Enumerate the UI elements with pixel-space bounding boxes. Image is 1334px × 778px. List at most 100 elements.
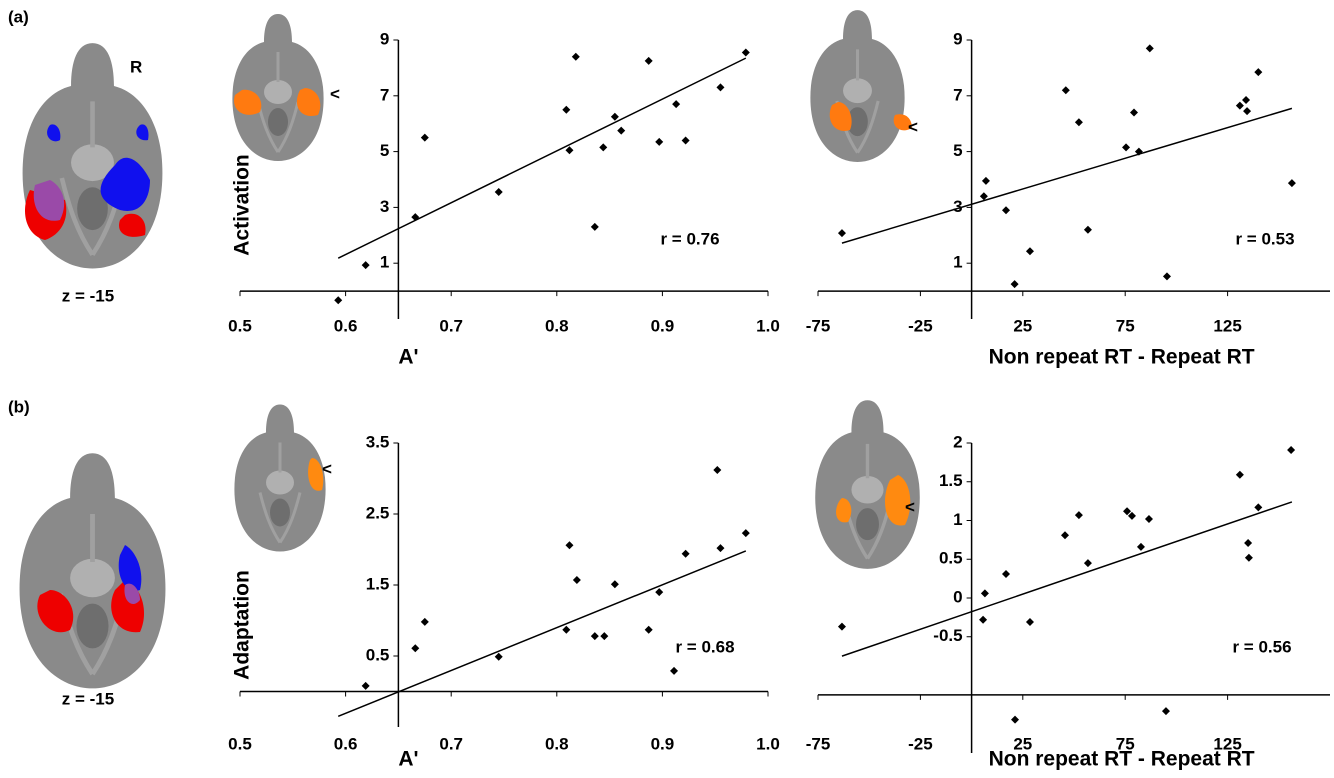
data-point bbox=[572, 576, 581, 585]
data-point bbox=[1242, 95, 1251, 104]
data-point bbox=[599, 143, 608, 152]
data-point bbox=[741, 529, 750, 538]
data-point bbox=[334, 296, 343, 305]
x-tick-label: 0.7 bbox=[439, 734, 463, 753]
data-point bbox=[672, 100, 681, 109]
data-point bbox=[1235, 101, 1244, 110]
data-point bbox=[361, 261, 370, 270]
data-point bbox=[1136, 542, 1145, 551]
data-point bbox=[494, 188, 503, 197]
data-point bbox=[1123, 507, 1132, 516]
data-point bbox=[713, 465, 722, 474]
annotation: r = 0.76 bbox=[660, 229, 719, 248]
x-tick-label: 25 bbox=[1013, 734, 1032, 753]
x-tick-label: 0.6 bbox=[334, 734, 358, 753]
panel-label: (b) bbox=[8, 397, 30, 416]
y-tick-label: 0.5 bbox=[939, 549, 963, 568]
data-point bbox=[565, 541, 574, 550]
data-point bbox=[981, 176, 990, 185]
y-tick-label: 1 bbox=[953, 253, 962, 272]
data-point bbox=[1011, 715, 1020, 724]
data-point bbox=[1130, 108, 1139, 117]
data-point bbox=[361, 681, 370, 690]
marker-caret: < bbox=[908, 117, 918, 136]
x-tick-label: 0.7 bbox=[439, 316, 463, 335]
annotation: r = 0.53 bbox=[1235, 229, 1294, 248]
data-point bbox=[1074, 511, 1083, 520]
data-point bbox=[1244, 553, 1253, 562]
data-point bbox=[590, 632, 599, 641]
data-point bbox=[1162, 272, 1171, 281]
y-tick-label: 1.5 bbox=[939, 471, 963, 490]
x-tick-label: 75 bbox=[1116, 316, 1135, 335]
data-point bbox=[1161, 707, 1170, 716]
y-tick-label: 2 bbox=[953, 432, 962, 451]
y-tick-label: 9 bbox=[380, 29, 389, 48]
x-tick-label: 25 bbox=[1013, 316, 1032, 335]
y-tick-label: -0.5 bbox=[933, 626, 962, 645]
x-tick-label: -75 bbox=[806, 316, 831, 335]
x-tick-label: -25 bbox=[908, 734, 933, 753]
slice-label: z = -15 bbox=[62, 689, 114, 708]
data-point bbox=[617, 126, 626, 135]
y-axis-title: Activation bbox=[231, 154, 254, 256]
x-tick-label: -75 bbox=[806, 734, 831, 753]
x-tick-label: 1.0 bbox=[756, 734, 780, 753]
marker-caret: < bbox=[322, 459, 332, 478]
fit-line bbox=[337, 550, 747, 718]
data-point bbox=[1122, 143, 1131, 152]
y-tick-label: 3 bbox=[380, 197, 389, 216]
fit-line bbox=[841, 501, 1293, 657]
x-tick-label: -25 bbox=[908, 316, 933, 335]
x-tick-label: 0.5 bbox=[228, 734, 252, 753]
y-tick-label: 2.5 bbox=[366, 503, 390, 522]
data-point bbox=[600, 632, 609, 641]
data-point bbox=[681, 549, 690, 558]
data-point bbox=[741, 48, 750, 57]
y-tick-label: 9 bbox=[953, 29, 962, 48]
side-label: R bbox=[130, 57, 142, 76]
y-tick-label: 0 bbox=[953, 587, 962, 606]
x-tick-label: 0.6 bbox=[334, 316, 358, 335]
data-point bbox=[420, 133, 429, 142]
marker-caret: < bbox=[905, 497, 915, 516]
data-point bbox=[1287, 445, 1296, 454]
y-axis-title: Adaptation bbox=[231, 570, 254, 680]
data-point bbox=[1244, 538, 1253, 547]
x-axis-title: Non repeat RT - Repeat RT bbox=[989, 346, 1255, 369]
data-point bbox=[565, 146, 574, 155]
data-point bbox=[1287, 179, 1296, 188]
x-tick-label: 0.9 bbox=[651, 316, 675, 335]
x-axis-title: Non repeat RT - Repeat RT bbox=[989, 748, 1255, 771]
data-point bbox=[644, 56, 653, 65]
y-tick-label: 5 bbox=[953, 141, 962, 160]
data-point bbox=[562, 105, 571, 114]
x-tick-label: 0.9 bbox=[651, 734, 675, 753]
y-tick-label: 5 bbox=[380, 141, 389, 160]
data-point bbox=[1134, 147, 1143, 156]
brain-slice bbox=[20, 453, 166, 688]
x-axis-title: A' bbox=[398, 748, 418, 771]
y-tick-label: 1 bbox=[380, 253, 389, 272]
data-point bbox=[1127, 511, 1136, 520]
data-point bbox=[411, 644, 420, 653]
data-point bbox=[837, 622, 846, 631]
data-point bbox=[1061, 86, 1070, 95]
data-point bbox=[837, 229, 846, 238]
data-point bbox=[1002, 206, 1011, 215]
data-point bbox=[979, 615, 988, 624]
data-point bbox=[1074, 118, 1083, 127]
data-point bbox=[1083, 225, 1092, 234]
data-point bbox=[1254, 68, 1263, 77]
x-tick-label: 125 bbox=[1213, 734, 1241, 753]
slice-label: z = -15 bbox=[62, 286, 114, 305]
data-point bbox=[1254, 503, 1263, 512]
fit-line bbox=[337, 57, 747, 259]
data-point bbox=[716, 83, 725, 92]
x-axis-title: A' bbox=[398, 346, 418, 369]
x-tick-label: 75 bbox=[1116, 734, 1135, 753]
data-point bbox=[979, 192, 988, 201]
data-point bbox=[411, 213, 420, 222]
